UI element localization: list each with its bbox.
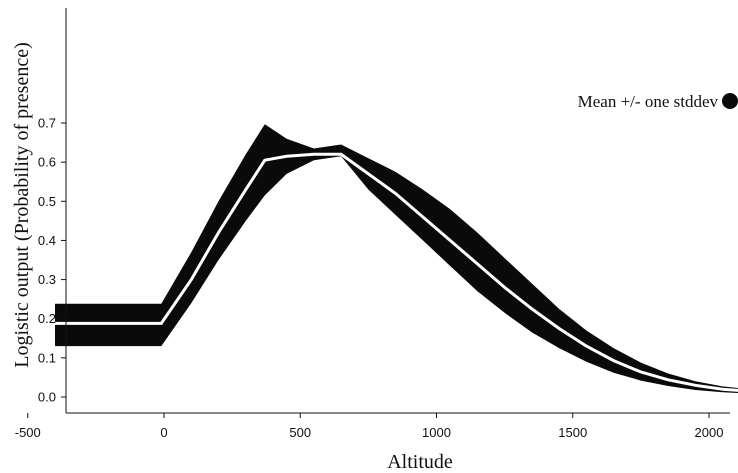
mean-line <box>55 152 738 392</box>
x-axis-title: Altitude <box>387 451 453 473</box>
x-tick-label: 500 <box>289 425 311 440</box>
stddev-band <box>55 124 738 394</box>
y-tick-label: 0.6 <box>38 155 56 170</box>
y-tick-label: 0.2 <box>38 311 56 326</box>
plot-area <box>55 124 738 394</box>
y-tick-label: 0.0 <box>38 390 56 405</box>
x-tick-label: 1000 <box>422 425 451 440</box>
legend: Mean +/- one stddev <box>578 92 738 111</box>
x-tick-label: 1500 <box>558 425 587 440</box>
legend-label: Mean +/- one stddev <box>578 92 719 111</box>
y-ticks: 0.0 0.1 0.2 0.3 0.4 0.5 0.6 0.7 <box>38 116 66 405</box>
y-tick-label: 0.7 <box>38 116 56 131</box>
y-axis-title: Logistic output (Probability of presence… <box>11 42 33 367</box>
legend-marker <box>722 93 738 109</box>
y-tick-label: 0.4 <box>38 233 56 248</box>
y-tick-label: 0.5 <box>38 194 56 209</box>
x-tick-label: 2000 <box>695 425 724 440</box>
y-tick-label: 0.1 <box>38 350 56 365</box>
y-tick-label: 0.3 <box>38 272 56 287</box>
x-tick-label: 0 <box>160 425 167 440</box>
x-tick-label: -500 <box>15 425 41 440</box>
x-ticks: -50005001000150020002500300035004000 <box>15 413 724 440</box>
